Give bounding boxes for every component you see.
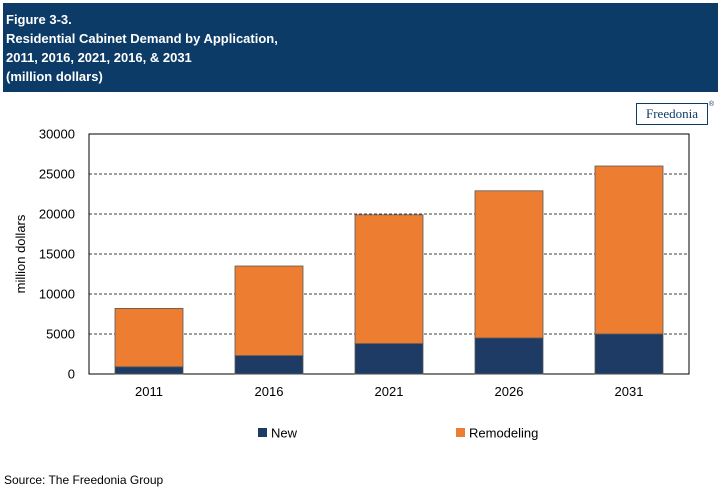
freedonia-logo: Freedonia ® (636, 101, 714, 125)
figure-title-line2: 2011, 2016, 2021, 2016, & 2031 (6, 50, 192, 65)
bar-remodeling-2031 (594, 165, 664, 335)
figure-title-line1: Residential Cabinet Demand by Applicatio… (6, 31, 278, 46)
legend-swatch-new (258, 428, 267, 437)
bar-new-2011 (114, 366, 184, 375)
figure-header: Figure 3-3. Residential Cabinet Demand b… (3, 3, 718, 92)
x-tick-label: 2011 (135, 384, 163, 399)
bar-new-2026 (474, 337, 544, 375)
bar-remodeling-2026 (474, 190, 544, 339)
legend-swatch-remodeling (456, 428, 465, 437)
y-tick-label: 30000 (39, 127, 75, 142)
legend-label-remodeling: Remodeling (469, 426, 538, 441)
y-tick-label: 0 (68, 367, 75, 382)
bar-new-2031 (594, 333, 664, 375)
legend-label-new: New (271, 426, 298, 441)
bar-new-2021 (354, 343, 424, 375)
bar-new-2016 (234, 355, 304, 375)
y-tick-label: 5000 (46, 327, 75, 342)
bar-remodeling-2011 (114, 307, 184, 368)
x-tick-label: 2031 (615, 384, 644, 399)
y-tick-label: 20000 (39, 207, 75, 222)
figure-title-line3: (million dollars) (6, 69, 103, 84)
logo-text: Freedonia (646, 106, 698, 121)
bar-remodeling-2021 (354, 214, 424, 345)
figure-label: Figure 3-3. (6, 12, 72, 27)
y-tick-label: 10000 (39, 287, 75, 302)
x-tick-label: 2021 (375, 384, 404, 399)
logo-registered-mark: ® (708, 101, 714, 108)
x-tick-label: 2026 (495, 384, 524, 399)
x-tick-label: 2016 (255, 384, 284, 399)
y-axis-label: million dollars (13, 214, 28, 293)
bar-remodeling-2016 (234, 265, 304, 356)
y-tick-label: 15000 (39, 247, 75, 262)
source-note: Source: The Freedonia Group (4, 473, 164, 487)
y-tick-label: 25000 (39, 167, 75, 182)
